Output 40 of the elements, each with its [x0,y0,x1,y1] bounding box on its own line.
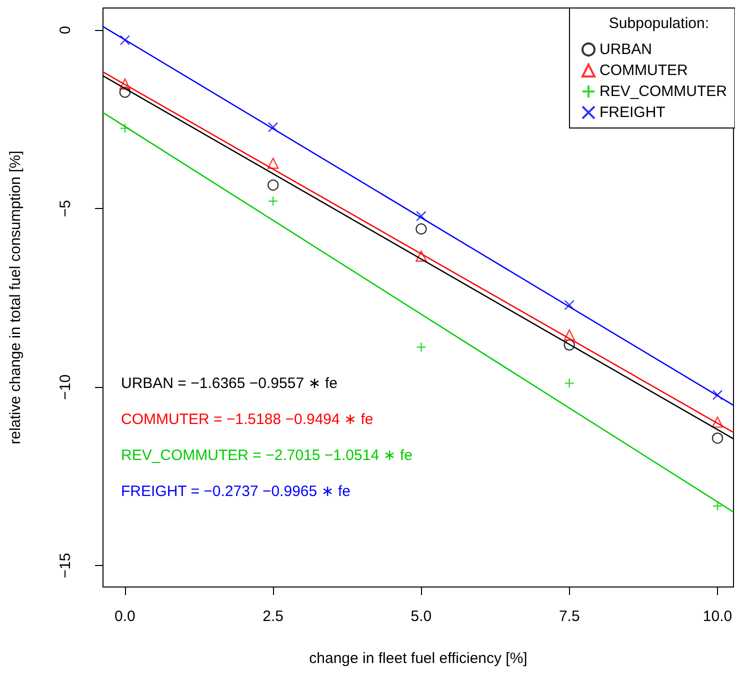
y-tick-label: −5 [57,200,74,218]
annotation: COMMUTER = −1.5188 −0.9494 ∗ fe [121,411,374,428]
point [564,339,575,351]
annotation: REV_COMMUTER = −2.7015 −1.0514 ∗ fe [121,447,412,464]
point [416,250,427,262]
legend-label: COMMUTER [599,62,688,79]
point [712,390,723,400]
y-tick-label: −10 [57,374,74,400]
y-axis-title: relative change in total fuel consumption [%] [7,150,24,444]
annotation: FREIGHT = −0.2737 −0.9965 ∗ fe [121,483,351,500]
point [416,211,426,222]
point [268,122,278,132]
x-axis-title: change in fleet fuel efficiency [%] [309,650,528,667]
x-tick-label: 10.0 [702,608,732,625]
x-tick-label: 0.0 [114,608,136,625]
x-tick-label: 7.5 [558,608,580,625]
point [416,223,427,235]
point [267,158,279,169]
legend-title: Subpopulation: [608,15,710,32]
x-tick-label: 2.5 [262,608,284,625]
point [416,342,426,352]
y-tick-label: 0 [57,26,74,34]
point [712,416,724,428]
point [268,196,278,206]
point [120,123,130,134]
point [119,86,131,98]
point [564,378,574,388]
point [119,78,131,90]
legend-label: URBAN [599,41,652,58]
point [120,35,130,46]
y-tick-label: −15 [57,552,74,578]
legend-label: FREIGHT [599,104,666,121]
point [712,500,723,512]
x-tick-label: 5.0 [410,608,432,625]
point [712,432,724,444]
point [564,300,574,310]
point [267,179,279,191]
point [564,329,575,341]
annotation: URBAN = −1.6365 −0.9557 ∗ fe [121,375,338,392]
legend-label: REV_COMMUTER [599,83,728,100]
